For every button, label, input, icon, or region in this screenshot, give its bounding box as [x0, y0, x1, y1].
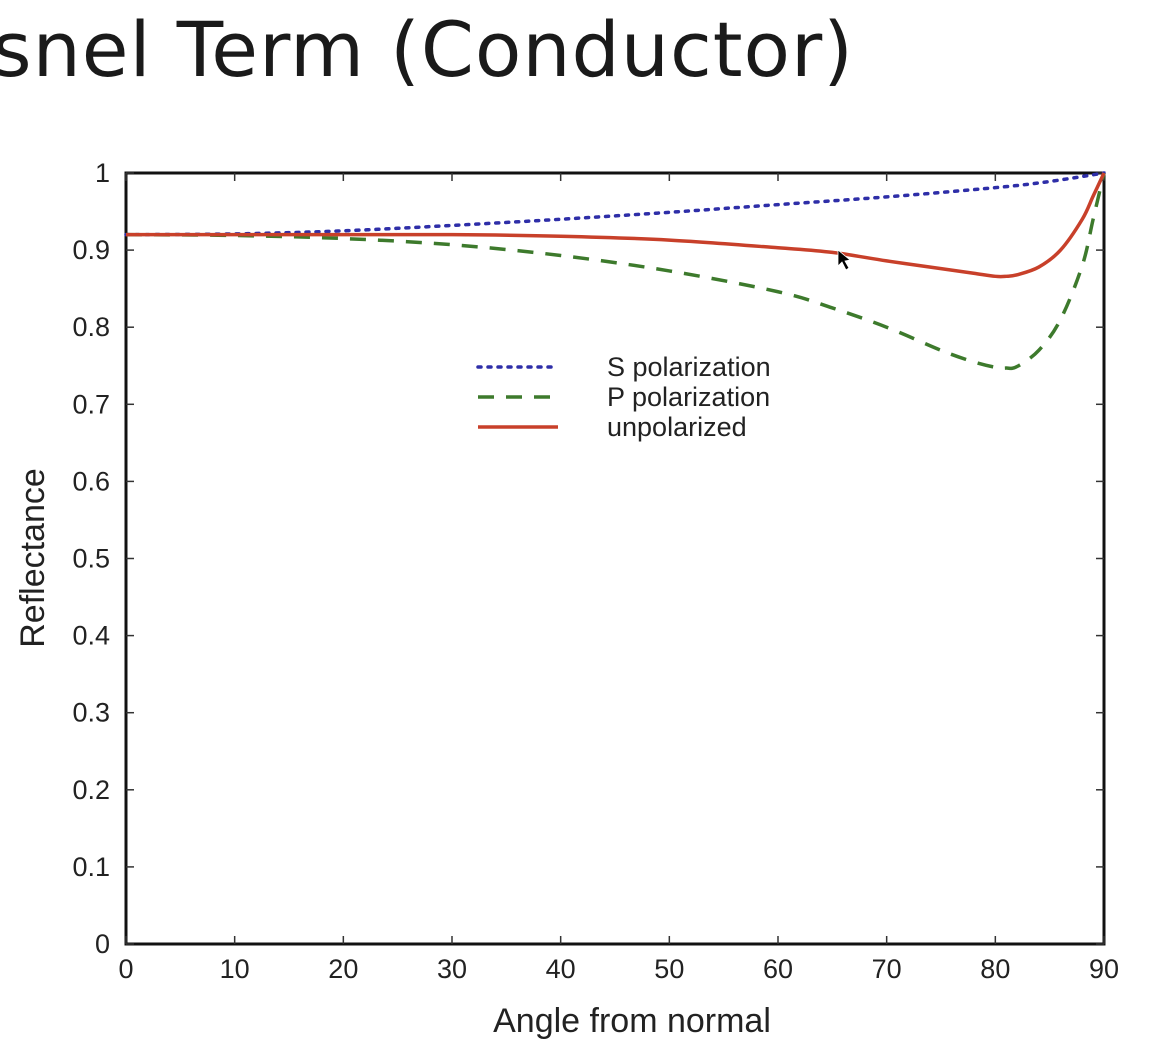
- x-tick-label: 20: [328, 954, 358, 984]
- x-tick-label: 10: [220, 954, 250, 984]
- y-tick-label: 0.8: [72, 312, 110, 342]
- y-tick-label: 1: [95, 158, 110, 188]
- x-tick-label: 80: [980, 954, 1010, 984]
- legend-label: P polarization: [607, 382, 770, 412]
- x-tick-label: 90: [1089, 954, 1119, 984]
- x-tick-label: 60: [763, 954, 793, 984]
- x-tick-label: 30: [437, 954, 467, 984]
- y-tick-label: 0.7: [72, 389, 110, 419]
- y-tick-label: 0.5: [72, 544, 110, 574]
- series-line-p-polarization: [125, 172, 1106, 371]
- y-tick-label: 0.1: [72, 852, 110, 882]
- y-tick-label: 0.6: [72, 466, 110, 496]
- y-axis-title: Reflectance: [14, 468, 52, 648]
- x-tick-label: 40: [546, 954, 576, 984]
- mouse-cursor-icon: [837, 249, 851, 271]
- y-tick-label: 0.3: [72, 698, 110, 728]
- y-tick-label: 0.9: [72, 235, 110, 265]
- x-tick-label: 50: [654, 954, 684, 984]
- plot-frame: [124, 171, 1106, 946]
- slide-title: snel Term (Conductor): [0, 5, 854, 94]
- axes: 0 10 20 30 40 50 60 70 80 90 0 0.1 0.2 0.3 0.4 0.5 0.6 0.…: [72, 158, 1119, 984]
- legend-label: S polarization: [607, 352, 771, 382]
- series-lines: [124, 171, 1106, 371]
- x-tick-label: 70: [872, 954, 902, 984]
- y-tick-label: 0: [95, 929, 110, 959]
- y-tick-label: 0.2: [72, 775, 110, 805]
- x-axis-title: Angle from normal: [493, 1002, 771, 1040]
- series-line-s-polarization: [124, 171, 1106, 237]
- legend-label: unpolarized: [607, 412, 747, 442]
- series-line-unpolarized: [126, 172, 1106, 279]
- x-tick-label: 0: [118, 954, 133, 984]
- y-tick-label: 0.4: [72, 621, 110, 651]
